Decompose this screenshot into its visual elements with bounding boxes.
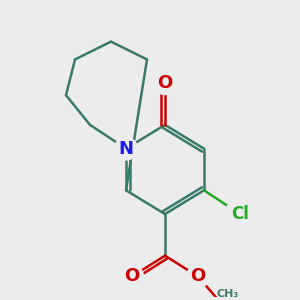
Circle shape <box>115 137 137 160</box>
Text: O: O <box>124 268 140 286</box>
Text: N: N <box>118 140 134 158</box>
Circle shape <box>225 199 255 229</box>
Text: O: O <box>190 268 206 286</box>
Text: Cl: Cl <box>231 205 249 223</box>
Text: O: O <box>158 74 172 92</box>
Text: CH₃: CH₃ <box>217 289 239 299</box>
Circle shape <box>121 265 143 288</box>
Circle shape <box>187 265 209 288</box>
Circle shape <box>154 72 176 94</box>
